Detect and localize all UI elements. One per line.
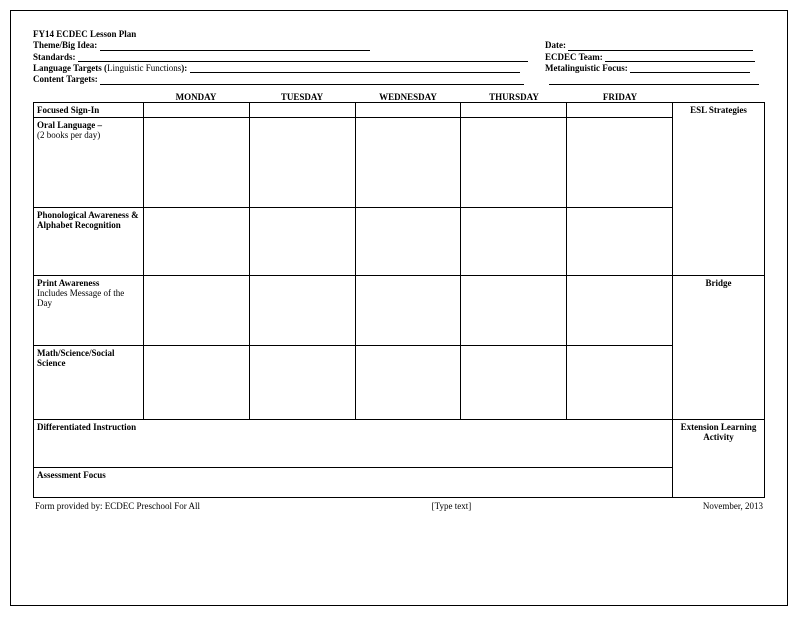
row-oral-lang: Oral Language – (2 books per day)	[34, 117, 144, 207]
lang-fill[interactable]	[190, 64, 520, 73]
cell-print-tue[interactable]	[249, 275, 355, 345]
lang-targets-label: Language Targets (	[33, 63, 107, 73]
day-fri: FRIDAY	[567, 92, 673, 102]
cell-print-mon[interactable]	[144, 275, 250, 345]
cell-math-wed[interactable]	[355, 345, 461, 419]
footer-right: November, 2013	[703, 501, 763, 511]
date-label: Date:	[545, 40, 566, 50]
row-print: Print Awareness Includes Message of the …	[34, 275, 144, 345]
footer-center: [Type text]	[432, 501, 472, 511]
header-left: FY14 ECDEC Lesson Plan Theme/Big Idea: S…	[33, 29, 545, 86]
cell-print-thu[interactable]	[461, 275, 567, 345]
row-phono: Phonological Awareness & Alphabet Recogn…	[34, 207, 144, 275]
cell-math-tue[interactable]	[249, 345, 355, 419]
cell-sign-mon[interactable]	[144, 102, 250, 117]
cell-math-mon[interactable]	[144, 345, 250, 419]
lang-targets-close: ):	[181, 63, 187, 73]
cell-phono-mon[interactable]	[144, 207, 250, 275]
oral-lang-label: Oral Language –	[37, 120, 102, 130]
cell-print-fri[interactable]	[567, 275, 673, 345]
print-label: Print Awareness	[37, 278, 99, 288]
cell-math-thu[interactable]	[461, 345, 567, 419]
cell-print-wed[interactable]	[355, 275, 461, 345]
header-block: FY14 ECDEC Lesson Plan Theme/Big Idea: S…	[33, 29, 765, 86]
standards-label: Standards:	[33, 52, 76, 62]
cell-sign-fri[interactable]	[567, 102, 673, 117]
side-esl[interactable]: ESL Strategies	[673, 102, 765, 275]
cell-oral-thu[interactable]	[461, 117, 567, 207]
lesson-plan-table: Focused Sign-In ESL Strategies Oral Lang…	[33, 102, 765, 498]
document-frame: FY14 ECDEC Lesson Plan Theme/Big Idea: S…	[10, 10, 788, 606]
doc-title: FY14 ECDEC Lesson Plan	[33, 29, 545, 39]
day-mon: MONDAY	[143, 92, 249, 102]
meta-label: Metalinguistic Focus:	[545, 63, 628, 73]
meta-line: Metalinguistic Focus:	[545, 63, 765, 73]
content-fill[interactable]	[100, 76, 524, 85]
date-fill[interactable]	[568, 42, 753, 51]
footer-left: Form provided by: ECDEC Preschool For Al…	[35, 501, 200, 511]
cell-phono-thu[interactable]	[461, 207, 567, 275]
cell-oral-tue[interactable]	[249, 117, 355, 207]
standards-line: Standards:	[33, 52, 545, 62]
days-spacer-right	[673, 92, 765, 102]
row-assess[interactable]: Assessment Focus	[34, 467, 673, 497]
lang-targets-paren: Linguistic Functions	[107, 63, 181, 73]
cell-phono-wed[interactable]	[355, 207, 461, 275]
footer: Form provided by: ECDEC Preschool For Al…	[33, 501, 765, 511]
content-targets-label: Content Targets:	[33, 74, 98, 84]
side-ext[interactable]: Extension Learning Activity	[673, 419, 765, 497]
theme-line: Theme/Big Idea:	[33, 40, 545, 50]
days-spacer-left	[33, 92, 143, 102]
content-targets-line: Content Targets:	[33, 74, 545, 84]
day-wed: WEDNESDAY	[355, 92, 461, 102]
cell-oral-wed[interactable]	[355, 117, 461, 207]
side-bridge[interactable]: Bridge	[673, 275, 765, 419]
row-math: Math/Science/Social Science	[34, 345, 144, 419]
meta-fill2[interactable]	[549, 76, 759, 85]
cell-math-fri[interactable]	[567, 345, 673, 419]
oral-lang-sub: (2 books per day)	[37, 130, 100, 140]
cell-sign-thu[interactable]	[461, 102, 567, 117]
standards-fill[interactable]	[78, 53, 528, 62]
meta-fill[interactable]	[630, 64, 750, 73]
cell-sign-wed[interactable]	[355, 102, 461, 117]
cell-phono-tue[interactable]	[249, 207, 355, 275]
cell-phono-fri[interactable]	[567, 207, 673, 275]
date-line: Date:	[545, 40, 765, 50]
cell-oral-mon[interactable]	[144, 117, 250, 207]
team-fill[interactable]	[605, 53, 755, 62]
day-tue: TUESDAY	[249, 92, 355, 102]
cell-sign-tue[interactable]	[249, 102, 355, 117]
day-thu: THURSDAY	[461, 92, 567, 102]
theme-label: Theme/Big Idea:	[33, 40, 97, 50]
row-diff[interactable]: Differentiated Instruction	[34, 419, 673, 467]
cell-oral-fri[interactable]	[567, 117, 673, 207]
lang-targets-line: Language Targets (Linguistic Functions):	[33, 63, 545, 73]
days-header: MONDAY TUESDAY WEDNESDAY THURSDAY FRIDAY	[33, 92, 765, 102]
team-line: ECDEC Team:	[545, 52, 765, 62]
header-right: Date: ECDEC Team: Metalinguistic Focus:	[545, 29, 765, 86]
print-sub: Includes Message of the Day	[37, 288, 124, 308]
theme-fill[interactable]	[100, 42, 370, 51]
team-label: ECDEC Team:	[545, 52, 603, 62]
meta-line2	[545, 74, 765, 84]
row-focused-signin: Focused Sign-In	[34, 102, 144, 117]
